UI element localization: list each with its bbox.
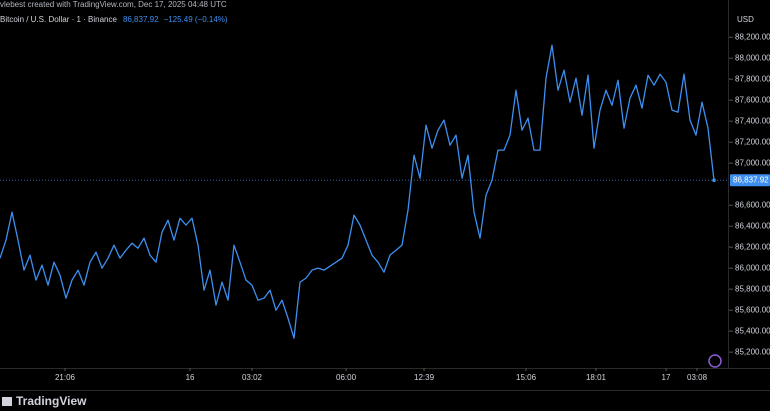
x-tick-label: 03:08	[687, 373, 708, 382]
price-line	[0, 44, 715, 339]
y-tick-label: 88,000.00	[735, 53, 770, 62]
y-tick-label: 87,800.00	[735, 74, 770, 83]
logo: TradingView	[2, 394, 87, 408]
y-tick-label: 85,400.00	[735, 326, 770, 335]
y-tick-label: 87,200.00	[735, 137, 770, 146]
logo-mark	[2, 397, 12, 406]
y-tick-label: 86,000.00	[735, 263, 770, 272]
y-tick-label: 86,400.00	[735, 221, 770, 230]
brand: TradingView	[16, 394, 87, 408]
x-tick-label: 15:06	[516, 373, 537, 382]
x-tick-label: 16	[186, 373, 195, 382]
y-tick-label: 87,400.00	[735, 116, 770, 125]
y-tick-label: 88,200.00	[735, 32, 770, 41]
replay-icon[interactable]	[708, 354, 722, 368]
y-tick-label: 85,600.00	[735, 305, 770, 314]
currency: USD	[737, 15, 754, 24]
last-price-box	[730, 174, 770, 187]
y-tick-label: 85,200.00	[735, 347, 770, 356]
x-tick-label: 21:06	[55, 373, 76, 382]
credit: vlebest created with TradingView.com, De…	[0, 0, 227, 9]
x-tick-label: 17	[662, 373, 671, 382]
x-tick-label: 06:00	[336, 373, 357, 382]
last-point	[712, 178, 716, 182]
header-change: −125.49 (−0.14%)	[164, 15, 228, 24]
y-tick-label: 87,000.00	[735, 158, 770, 167]
y-tick-label: 85,800.00	[735, 284, 770, 293]
symbol: Bitcoin / U.S. Dollar · 1 · Binance	[0, 15, 117, 24]
x-tick-label: 12:39	[414, 373, 435, 382]
y-tick-label: 86,200.00	[735, 242, 770, 251]
y-tick-label: 86,600.00	[735, 200, 770, 209]
x-tick-label: 18:01	[586, 373, 607, 382]
header-price: 86,837.92	[123, 15, 159, 24]
last-price-label: 86,837.92	[733, 175, 769, 184]
y-tick-label: 87,600.00	[735, 95, 770, 104]
x-tick-label: 03:02	[242, 373, 263, 382]
